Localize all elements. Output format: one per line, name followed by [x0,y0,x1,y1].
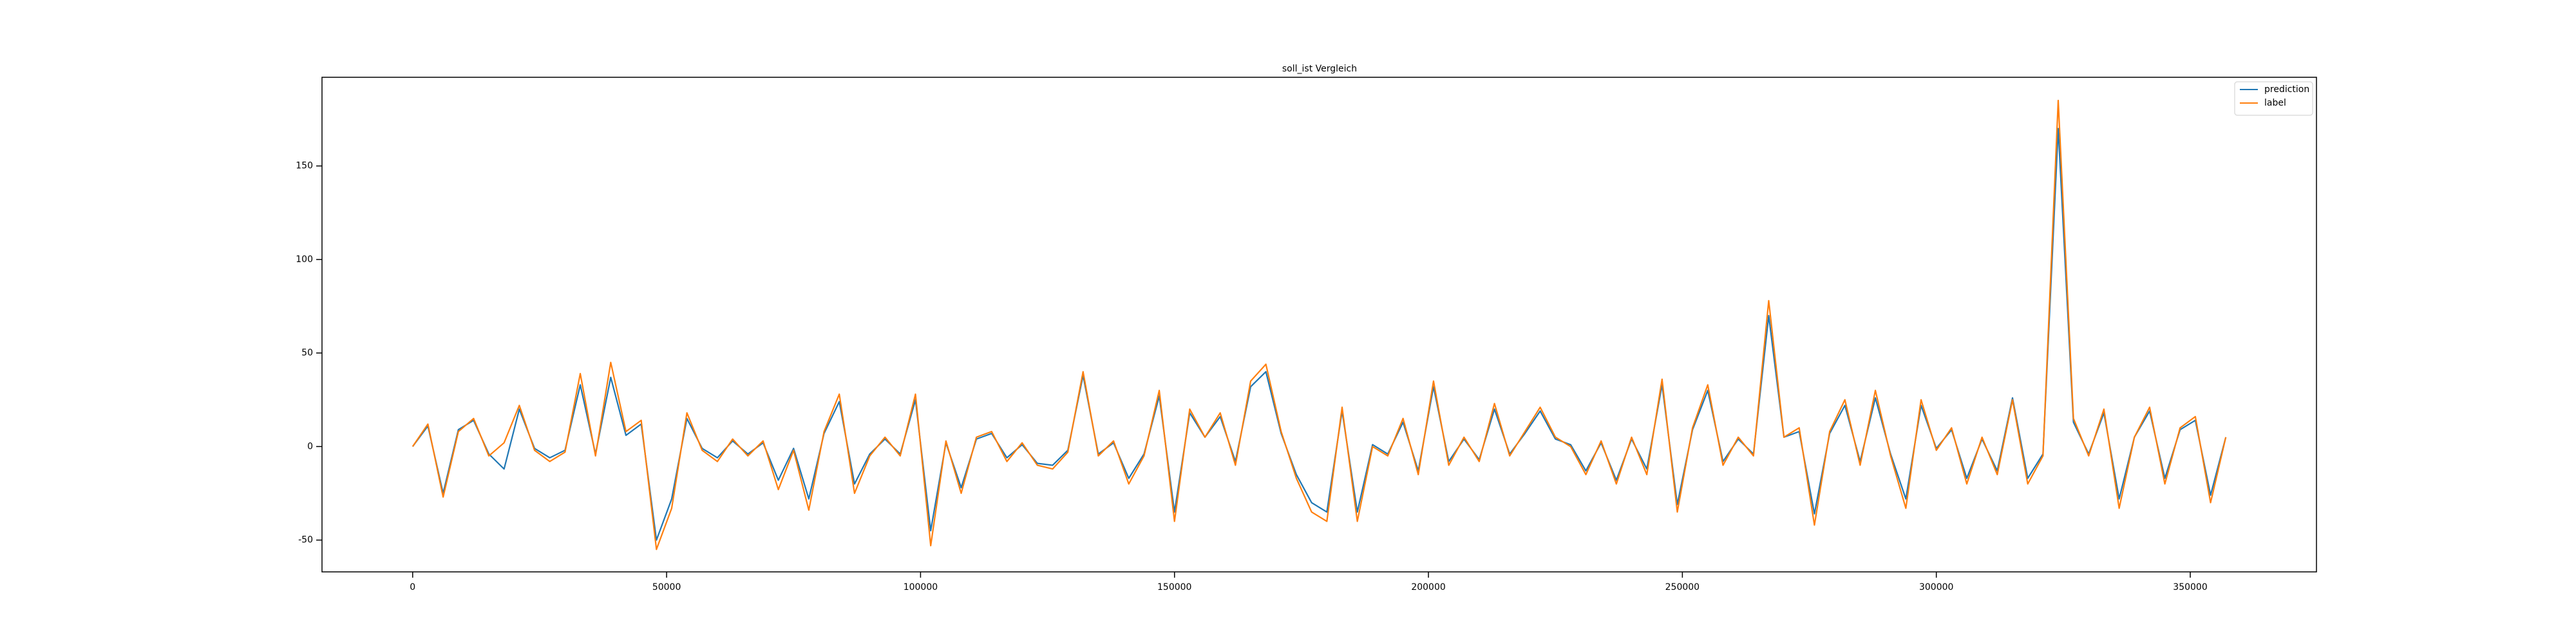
y-tick-label: 100 [296,254,313,265]
x-tick-label: 100000 [904,582,938,592]
x-tick-label: 300000 [1919,582,1953,592]
x-tick-label: 250000 [1665,582,1700,592]
y-tick-label: 0 [307,441,313,451]
chart-title: soll_ist Vergleich [1282,64,1357,74]
plot-frame [321,77,2317,573]
line-series [412,128,2227,541]
line-series [412,99,2227,551]
x-tick-label: 50000 [652,582,681,592]
legend-label: label [2264,98,2286,108]
x-tick-label: 150000 [1157,582,1191,592]
y-tick-label: 50 [301,348,313,358]
x-tick-label: 200000 [1411,582,1445,592]
y-tick-label: 150 [296,161,313,171]
x-tick-label: 0 [410,582,415,592]
x-tick-label: 350000 [2173,582,2207,592]
y-tick-label: -50 [298,535,313,545]
legend-label: prediction [2264,84,2309,95]
